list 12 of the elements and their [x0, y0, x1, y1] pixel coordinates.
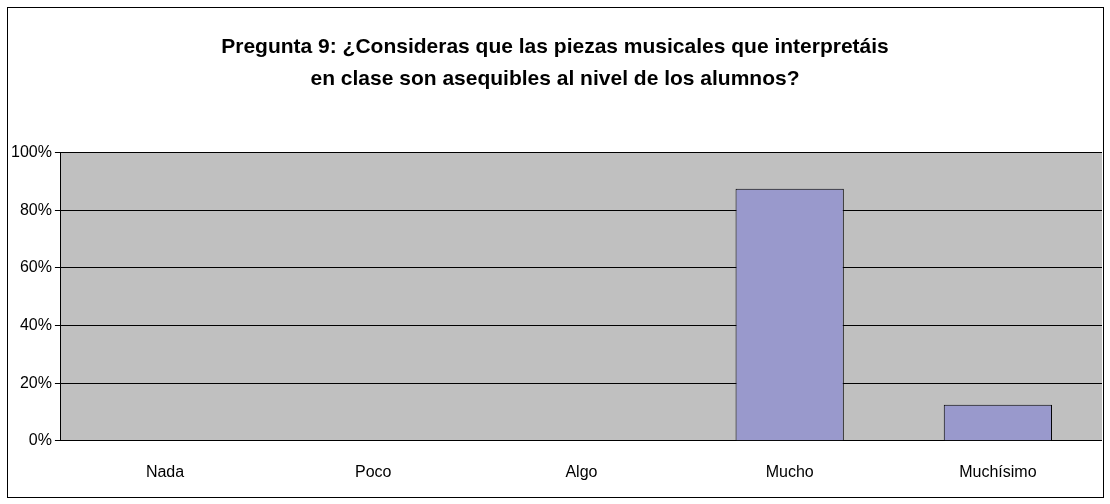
x-tick-label: Algo — [565, 462, 598, 480]
x-tick-label: Mucho — [765, 462, 814, 480]
x-tick-label: Muchísimo — [959, 462, 1037, 480]
y-tick-label: 100% — [11, 143, 52, 161]
x-tick-label: Poco — [355, 462, 392, 480]
y-tick-label: 80% — [19, 200, 52, 218]
y-tick-label: 20% — [19, 373, 52, 391]
y-tick-label: 60% — [19, 258, 52, 276]
x-tick-label: Nada — [145, 462, 185, 480]
chart-title: Pregunta 9: ¿Consideras que las piezas musicales que interpretáis en clase son asequibles al nivel de los alumnos? — [220, 33, 890, 91]
y-tick-label: 0% — [28, 431, 52, 449]
y-tick-label: 40% — [19, 315, 52, 333]
